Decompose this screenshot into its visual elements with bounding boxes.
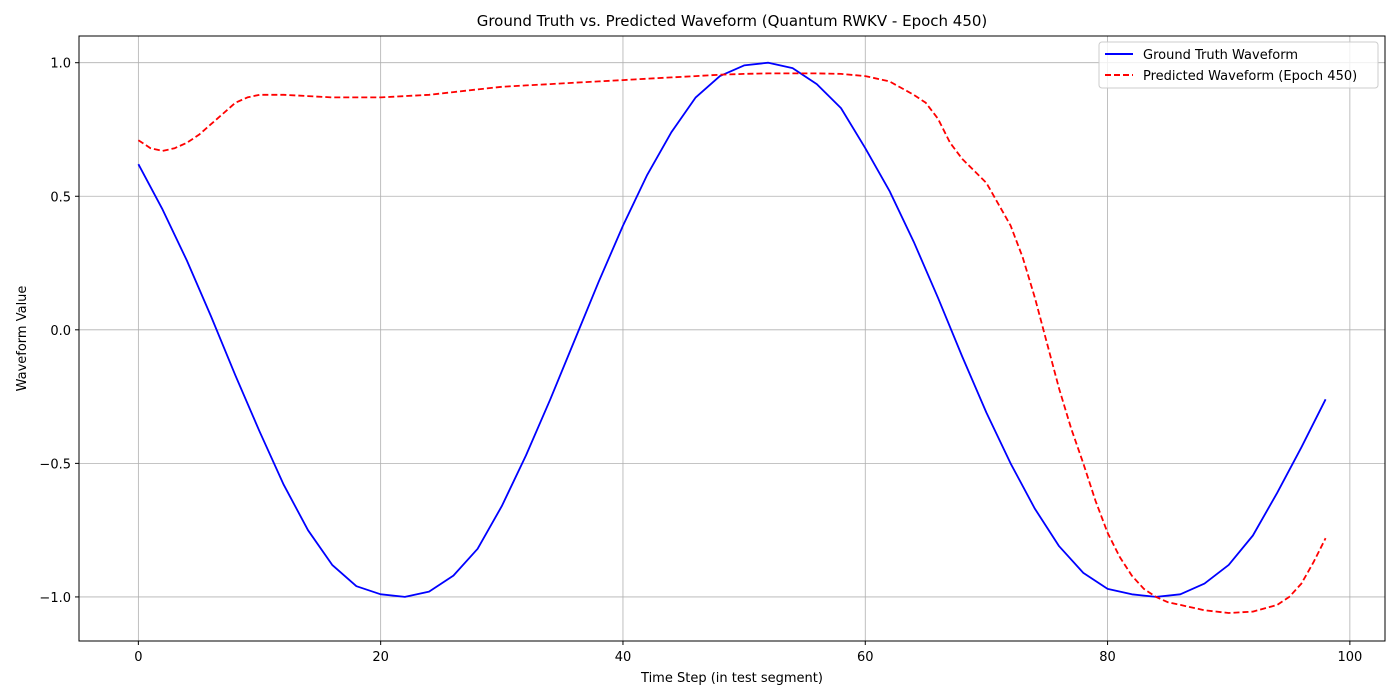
series-line-ground-truth: [137, 61, 1327, 598]
x-tick-label: 100: [1337, 650, 1362, 665]
plot-frame: [78, 35, 1386, 642]
legend-label-ground-truth: Ground Truth Waveform: [1143, 48, 1298, 63]
grid: [79, 36, 1385, 641]
x-tick-label: 0: [134, 650, 142, 665]
legend: Ground Truth Waveform Predicted Waveform…: [1098, 41, 1379, 89]
x-tick-label: 60: [857, 650, 874, 665]
x-tick-label: 40: [615, 650, 632, 665]
x-tick-label: 20: [372, 650, 389, 665]
x-tick-label: 80: [1099, 650, 1116, 665]
legend-label-predicted: Predicted Waveform (Epoch 450): [1143, 69, 1357, 84]
legend-box: [1098, 41, 1379, 89]
ticks: 0 20 40 60 80 100 −1.0 −0.5 0.0 0.5 1.0: [39, 57, 1362, 665]
y-axis-label: Waveform Value: [15, 286, 30, 392]
y-tick-label: −1.0: [39, 591, 71, 606]
y-tick-label: 0.0: [50, 324, 71, 339]
chart-title: Ground Truth vs. Predicted Waveform (Qua…: [477, 12, 988, 30]
series-line-predicted: [137, 72, 1327, 614]
y-tick-label: 0.5: [50, 190, 71, 205]
series-layer: [137, 61, 1327, 614]
y-tick-label: 1.0: [50, 57, 71, 72]
y-tick-label: −0.5: [39, 457, 71, 472]
x-axis-label: Time Step (in test segment): [640, 671, 823, 686]
